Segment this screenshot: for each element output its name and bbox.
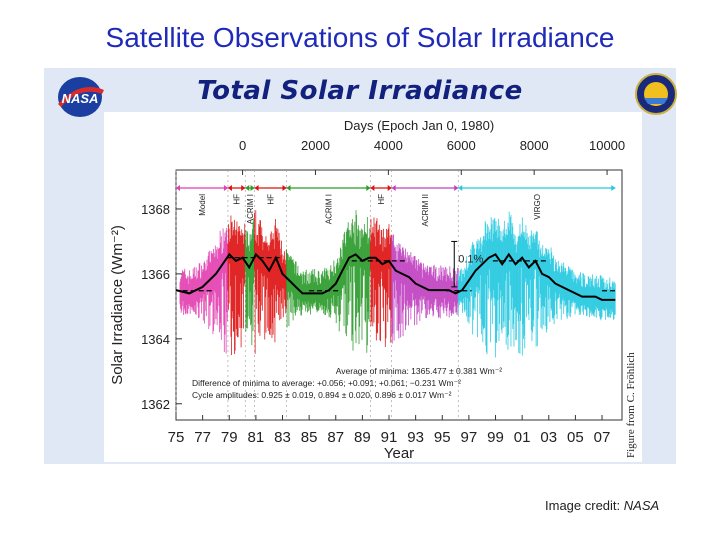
instrument-arrowhead — [458, 185, 463, 191]
instrument-arrowhead — [286, 185, 291, 191]
instrument-label: ACRIM I — [324, 194, 333, 224]
y-tick-label: 1368 — [141, 202, 170, 217]
top-tick-label: 10000 — [589, 138, 625, 153]
instrument-arrowhead — [370, 185, 375, 191]
instrument-arrowhead — [366, 185, 371, 191]
instrument-label: ACRIM II — [421, 194, 430, 226]
stats-line-3: Cycle amplitudes: 0.925 ± 0.019, 0.894 ±… — [192, 390, 452, 400]
y-tick-label: 1364 — [141, 332, 170, 347]
nasa-logo-icon: NASA — [52, 74, 108, 125]
instrument-label: HF — [233, 194, 242, 205]
figure-heading: Total Solar Irradiance — [197, 76, 523, 106]
top-tick-label: 0 — [239, 138, 246, 153]
svg-text:NASA: NASA — [62, 91, 99, 106]
figure-side-credit: Figure from C. Fröhlich — [625, 352, 637, 458]
stats-line-2: Difference of minima to average: +0.056;… — [192, 378, 461, 388]
x-tick-label: 79 — [221, 429, 238, 446]
x-tick-label: 07 — [594, 429, 611, 446]
instrument-label: Model — [198, 194, 207, 216]
x-tick-label: 05 — [567, 429, 584, 446]
instrument-arrowhead — [250, 185, 255, 191]
x-tick-label: 93 — [407, 429, 424, 446]
irradiance-chart: Days (Epoch Jan 0, 1980) 0 2000 4000 6000 800… — [104, 112, 642, 462]
instrument-arrowhead — [223, 185, 228, 191]
instrument-arrowhead — [611, 185, 616, 191]
x-tick-label: 87 — [327, 429, 344, 446]
instrument-label: HF — [377, 194, 386, 205]
credit-label: Image credit: — [545, 498, 621, 513]
x-tick-label: 01 — [514, 429, 531, 446]
percent-bar-label: 0.1% — [458, 254, 483, 266]
x-tick-label: 89 — [354, 429, 371, 446]
y-axis-label: Solar Irradiance (Wm⁻²) — [109, 225, 126, 385]
x-tick-label: 97 — [461, 429, 478, 446]
x-tick-label: 75 — [168, 429, 185, 446]
top-tick-label: 4000 — [374, 138, 403, 153]
composite-series-line — [175, 252, 616, 301]
x-tick-label: 85 — [301, 429, 318, 446]
x-tick-label: 03 — [540, 429, 557, 446]
top-axis-label: Days (Epoch Jan 0, 1980) — [344, 118, 494, 133]
x-tick-label: 81 — [248, 429, 265, 446]
instrument-arrowhead — [282, 185, 287, 191]
stats-line-1: Average of minima: 1365.477 ± 0.381 Wm⁻² — [336, 366, 502, 376]
top-tick-label: 2000 — [301, 138, 330, 153]
credit-source: NASA — [623, 498, 660, 513]
x-tick-label: 95 — [434, 429, 451, 446]
instrument-label: VIRGO — [533, 194, 542, 220]
x-tick-label: 83 — [274, 429, 291, 446]
y-tick-label: 1366 — [141, 267, 170, 282]
instrument-arrowhead — [254, 185, 259, 191]
instrument-arrowhead — [227, 185, 232, 191]
x-tick-label: 77 — [194, 429, 211, 446]
instrument-arrowhead — [241, 185, 246, 191]
instrument-arrowhead — [454, 185, 459, 191]
x-tick-label: 99 — [487, 429, 504, 446]
instrument-arrowhead — [176, 185, 180, 191]
instrument-arrowhead — [387, 185, 392, 191]
top-tick-label: 8000 — [520, 138, 549, 153]
instrument-label: HF — [267, 194, 276, 205]
x-axis-label: Year — [384, 445, 414, 462]
figure-panel: NASA Total Solar Irradiance Days (Epoch … — [44, 68, 678, 464]
x-tick-label: 91 — [381, 429, 398, 446]
sorce-logo-icon — [634, 68, 678, 125]
image-credit: Image credit: NASA — [545, 498, 659, 513]
slide-title: Satellite Observations of Solar Irradian… — [105, 22, 615, 53]
instrument-arrowhead — [245, 185, 250, 191]
y-tick-label: 1362 — [141, 397, 170, 412]
instrument-arrowhead — [391, 185, 396, 191]
instrument-label: ACRIM I — [246, 194, 255, 224]
top-tick-label: 6000 — [447, 138, 476, 153]
